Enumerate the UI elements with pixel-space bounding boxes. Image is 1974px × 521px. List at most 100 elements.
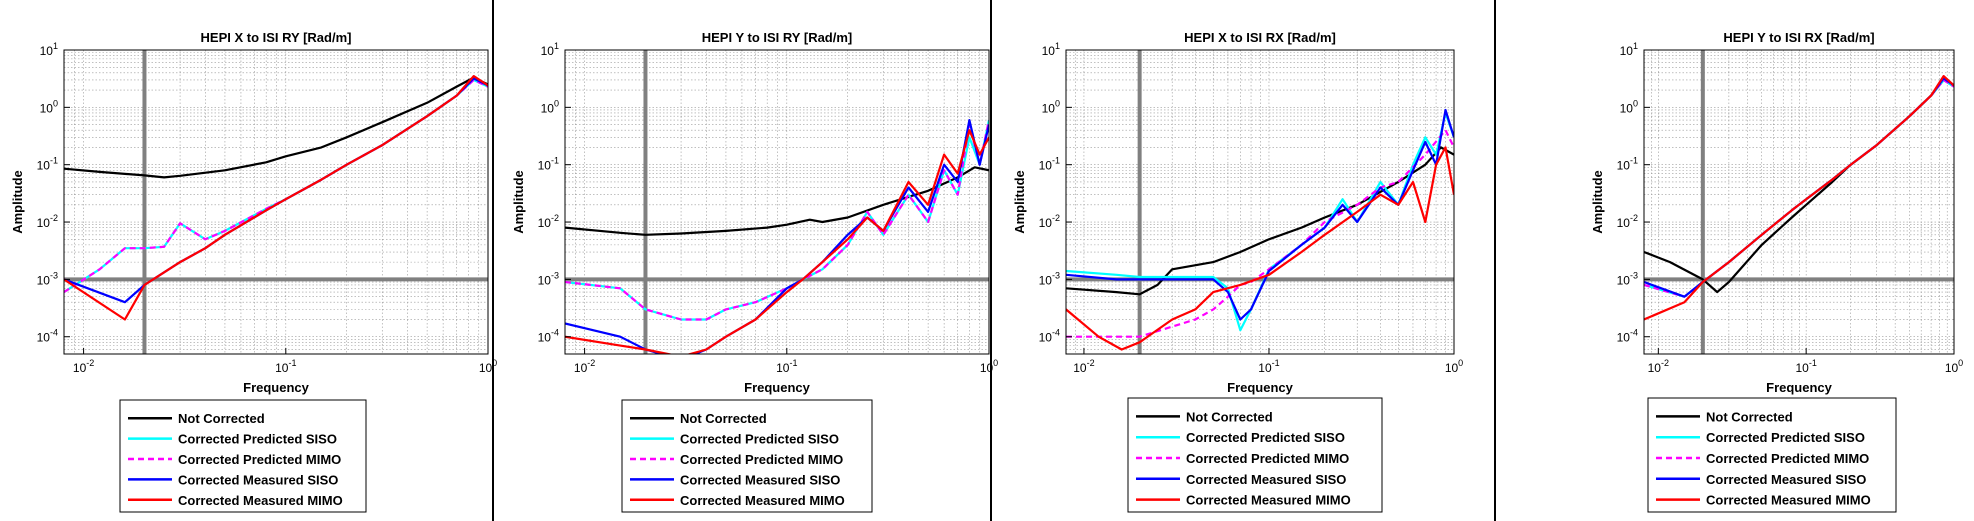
series-line-corrected-measured-mimo <box>565 129 989 354</box>
legend-label-corrected-predicted-siso: Corrected Predicted SISO <box>1706 430 1865 445</box>
x-axis-label: Frequency <box>1227 380 1294 395</box>
axes-frame <box>1065 49 1455 355</box>
x-axis-label: Frequency <box>1766 380 1833 395</box>
axes-frame <box>564 49 990 355</box>
series-group <box>1644 74 1954 321</box>
y-tick-label: 100 <box>1620 98 1638 115</box>
chart-title: HEPI X to ISI RX [Rad/m] <box>1184 30 1336 45</box>
y-axis-label: Amplitude <box>1012 170 1027 234</box>
legend-label-corrected-measured-siso: Corrected Measured SISO <box>1706 472 1866 487</box>
x-tick-label: 10-1 <box>1258 358 1279 375</box>
x-tick-label: 10-1 <box>1795 358 1816 375</box>
y-tick-label: 100 <box>541 98 559 115</box>
legend-label-corrected-predicted-siso: Corrected Predicted SISO <box>680 432 839 447</box>
legend-label-corrected-measured-siso: Corrected Measured SISO <box>1186 472 1346 487</box>
y-tick-label: 10-4 <box>1039 328 1060 345</box>
legend-label-not-corrected: Not Corrected <box>1706 409 1793 424</box>
y-tick-label: 10-4 <box>37 328 58 345</box>
x-tick-label: 100 <box>1445 358 1463 375</box>
y-tick-label: 10-4 <box>1617 328 1638 345</box>
series-line-corrected-measured-mimo <box>64 74 488 321</box>
series-line-corrected-predicted-mimo <box>1066 129 1454 338</box>
x-axis-label: Frequency <box>243 380 310 395</box>
series-line-corrected-measured-siso <box>1066 108 1454 321</box>
series-line-corrected-measured-mimo <box>1644 74 1954 321</box>
y-tick-label: 10-2 <box>538 213 559 230</box>
plot-area <box>64 50 488 354</box>
x-tick-label: 10-1 <box>776 358 797 375</box>
series-line-corrected-measured-siso <box>565 118 989 354</box>
legend-label-corrected-predicted-mimo: Corrected Predicted MIMO <box>1186 451 1349 466</box>
series-group <box>64 74 488 321</box>
legend-label-corrected-measured-mimo: Corrected Measured MIMO <box>1706 493 1871 508</box>
series-line-not-corrected <box>1066 146 1454 296</box>
y-tick-label: 101 <box>1042 41 1060 58</box>
legend: Not Corrected Corrected Predicted SISO Cor… <box>1127 397 1383 513</box>
chart-title: HEPI Y to ISI RY [Rad/m] <box>702 30 853 45</box>
grid-lines <box>64 50 488 354</box>
plot-area <box>1644 50 1954 354</box>
x-axis-label: Frequency <box>744 380 811 395</box>
series-line-not-corrected <box>64 76 488 179</box>
series-line-not-corrected <box>565 166 989 236</box>
legend-label-corrected-measured-mimo: Corrected Measured MIMO <box>178 493 343 508</box>
y-tick-label: 10-3 <box>37 270 58 287</box>
legend-label-corrected-measured-siso: Corrected Measured SISO <box>178 472 338 487</box>
y-tick-label: 10-3 <box>538 270 559 287</box>
x-tick-label: 10-2 <box>1073 358 1094 375</box>
y-tick-label: 101 <box>541 41 559 58</box>
legend: Not Corrected Corrected Predicted SISO Cor… <box>1647 397 1897 513</box>
legend-label-corrected-measured-siso: Corrected Measured SISO <box>680 472 840 487</box>
series-group <box>1066 108 1454 351</box>
legend-label-corrected-predicted-mimo: Corrected Predicted MIMO <box>1706 451 1869 466</box>
series-group <box>565 118 989 354</box>
x-tick-label: 100 <box>1945 358 1963 375</box>
legend-label-not-corrected: Not Corrected <box>1186 409 1273 424</box>
legend-label-not-corrected: Not Corrected <box>680 411 767 426</box>
y-tick-label: 10-3 <box>1039 270 1060 287</box>
x-tick-label: 100 <box>479 358 497 375</box>
x-tick-label: 100 <box>980 358 998 375</box>
legend-label-corrected-measured-mimo: Corrected Measured MIMO <box>1186 493 1351 508</box>
legend-label-corrected-predicted-siso: Corrected Predicted SISO <box>178 432 337 447</box>
y-axis-label: Amplitude <box>511 170 526 234</box>
series-line-corrected-predicted-mimo <box>64 78 488 294</box>
y-tick-label: 101 <box>1620 41 1638 58</box>
chart-panel-2: 10-2 10-1 100 10-4 10-3 10-2 10-1 100 101 HEPI Y … <box>511 30 998 513</box>
chart-title: HEPI Y to ISI RX [Rad/m] <box>1723 30 1874 45</box>
legend-label-corrected-predicted-mimo: Corrected Predicted MIMO <box>680 452 843 467</box>
legend-label-corrected-predicted-mimo: Corrected Predicted MIMO <box>178 452 341 467</box>
y-tick-label: 10-2 <box>37 213 58 230</box>
y-tick-label: 10-1 <box>1039 156 1060 173</box>
y-axis-label: Amplitude <box>1590 170 1605 234</box>
legend-label-not-corrected: Not Corrected <box>178 411 265 426</box>
y-tick-label: 10-2 <box>1617 213 1638 230</box>
y-tick-label: 10-4 <box>538 328 559 345</box>
legend: Not Corrected Corrected Predicted SISO Cor… <box>119 399 367 513</box>
x-tick-label: 10-1 <box>275 358 296 375</box>
axes-frame <box>63 49 489 355</box>
axes-frame <box>1643 49 1955 355</box>
y-axis-label: Amplitude <box>10 170 25 234</box>
legend-label-corrected-measured-mimo: Corrected Measured MIMO <box>680 493 845 508</box>
y-tick-label: 10-1 <box>37 156 58 173</box>
series-line-corrected-measured-mimo <box>1066 146 1454 351</box>
y-tick-label: 10-1 <box>1617 156 1638 173</box>
chart-panel-3: 10-2 10-1 100 10-4 10-3 10-2 10-1 100 101 HEPI X … <box>1012 30 1463 513</box>
chart-panel-1: 10-2 10-1 100 10-4 10-3 10-2 10-1 100 101 HEPI X … <box>10 30 497 513</box>
y-tick-label: 101 <box>40 41 58 58</box>
x-tick-label: 10-2 <box>574 358 595 375</box>
plot-area <box>565 50 989 354</box>
legend-label-corrected-predicted-siso: Corrected Predicted SISO <box>1186 430 1345 445</box>
chart-panel-4: 10-2 10-1 100 10-4 10-3 10-2 10-1 100 101 HEPI Y … <box>1590 30 1963 513</box>
y-tick-label: 10-1 <box>538 156 559 173</box>
plot-area <box>1066 50 1454 354</box>
y-tick-label: 10-2 <box>1039 213 1060 230</box>
legend: Not Corrected Corrected Predicted SISO Cor… <box>621 399 873 513</box>
y-tick-label: 100 <box>1042 98 1060 115</box>
series-line-corrected-predicted-mimo <box>565 119 989 321</box>
y-tick-label: 10-3 <box>1617 270 1638 287</box>
x-tick-label: 10-2 <box>1648 358 1669 375</box>
x-tick-label: 10-2 <box>73 358 94 375</box>
